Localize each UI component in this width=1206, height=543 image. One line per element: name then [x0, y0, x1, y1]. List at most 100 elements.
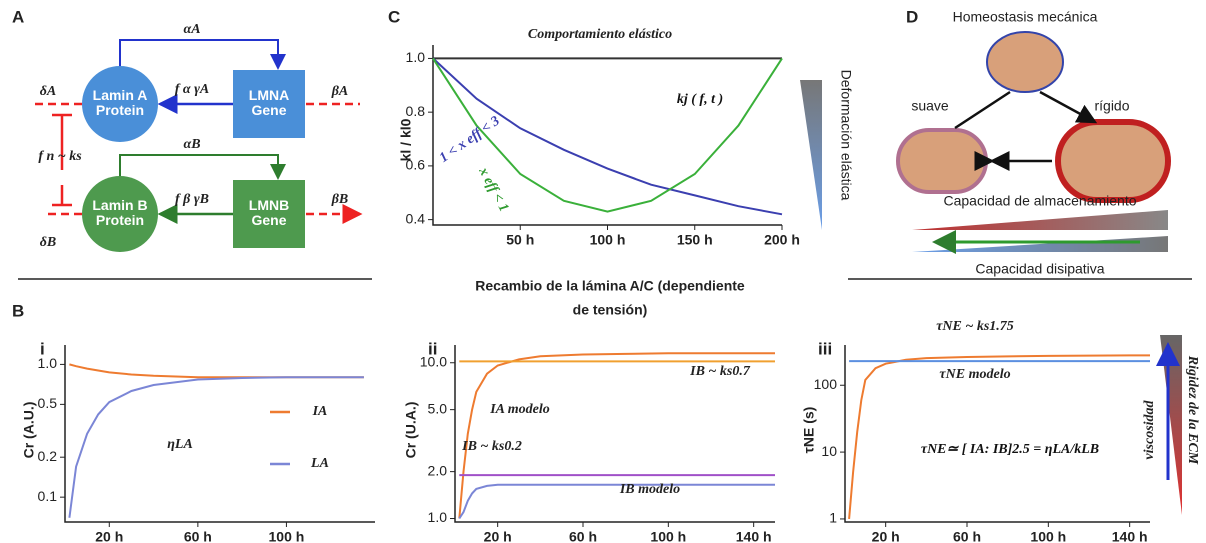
y-tick-label: 100	[814, 376, 838, 392]
axis	[432, 45, 782, 226]
panel-label: ii	[428, 339, 437, 358]
label: f β γB	[175, 192, 209, 207]
x-tick-label: 100 h	[650, 529, 686, 543]
inhibition	[52, 113, 72, 207]
y-tick-label: 5.0	[428, 400, 448, 416]
y-axis-label: Cr (U.A.)	[403, 402, 419, 459]
node	[82, 176, 158, 252]
section-title: de tensión)	[573, 302, 648, 318]
panel-label: i	[40, 339, 45, 358]
gradient	[800, 80, 822, 230]
x-tick-label: 100 h	[1030, 529, 1066, 543]
series-label: τNE modelo	[939, 367, 1010, 382]
node-label: LMNA Gene	[249, 87, 289, 118]
annotation: viscosidad	[1142, 399, 1157, 459]
series-label: IB ~ ks0.2	[461, 439, 522, 454]
arrow	[954, 90, 1095, 128]
y-tick-label: 0.1	[38, 488, 58, 504]
y-tick-label: 1.0	[406, 49, 426, 65]
label: suave	[911, 98, 949, 114]
x-tick-label: 60 h	[953, 529, 981, 543]
node	[233, 180, 305, 248]
node-label: LMNB Gene	[249, 197, 289, 228]
arrow	[32, 102, 360, 214]
gradient	[912, 210, 1168, 230]
x-tick-label: 50 h	[506, 232, 534, 248]
y-tick-label: 10.0	[420, 353, 447, 369]
annotation: τNE≃ [ IA: IB]2.5 = ηLA/kLB	[921, 442, 1099, 457]
annotation: kj ( f, t )	[677, 92, 723, 107]
y-tick-label: 10	[821, 443, 837, 459]
panel-label: B	[12, 301, 24, 320]
line	[432, 57, 783, 213]
annotation: Rigidez de la ECM	[1185, 355, 1200, 465]
series-label: IA modelo	[489, 402, 550, 417]
y-tick-label: 0.5	[38, 395, 58, 411]
label: δA	[40, 84, 57, 99]
x-tick-label: 140 h	[736, 529, 772, 543]
x-tick-label: 20 h	[484, 529, 512, 543]
section-title: Recambio de la lámina A/C (dependiente	[475, 278, 745, 294]
node	[82, 66, 158, 142]
x-tick-label: 60 h	[184, 529, 212, 543]
y-tick-label: 0.8	[406, 103, 426, 119]
x-tick-label: 100 h	[590, 232, 626, 248]
annotation: 1 < x eff < 3	[437, 114, 503, 166]
y-tick-label: 0.2	[38, 448, 58, 464]
label: f n ~ ks	[38, 149, 82, 164]
label: αB	[183, 137, 200, 152]
line	[432, 57, 783, 216]
panel-label: C	[388, 7, 400, 26]
cell	[896, 128, 988, 194]
side-label: Deformación elástica	[838, 70, 854, 201]
panel-label: iii	[818, 339, 832, 358]
y-axis-label: τNE (s)	[801, 407, 817, 454]
y-axis-label: Cr (A.U.)	[21, 402, 37, 459]
line	[69, 363, 364, 379]
gradient	[912, 236, 1168, 252]
x-tick-label: 200 h	[764, 232, 800, 248]
label: βA	[331, 84, 349, 99]
series-label: τNE ~ ks1.75	[936, 319, 1014, 334]
arrow	[119, 39, 286, 70]
x-tick-label: 100 h	[269, 529, 305, 543]
cell	[986, 31, 1064, 93]
series-label: LA	[310, 456, 329, 471]
cell	[1055, 119, 1171, 203]
label: αA	[183, 22, 200, 37]
y-tick-label: 0.4	[406, 210, 426, 226]
axis	[64, 345, 375, 523]
y-tick-label: 1	[829, 510, 837, 526]
arrow	[119, 154, 286, 180]
x-tick-label: 20 h	[95, 529, 123, 543]
panel-label: D	[906, 7, 918, 26]
label: Homeostasis mecánica	[953, 9, 1098, 25]
label: βB	[331, 192, 349, 207]
label: f α γA	[175, 82, 210, 97]
series-label: Comportamiento elástico	[528, 27, 672, 42]
x-tick-label: 60 h	[569, 529, 597, 543]
line	[68, 376, 364, 518]
y-tick-label: 1.0	[38, 355, 58, 371]
node-label: Lamin B Protein	[92, 197, 147, 228]
y-tick-label: 0.6	[406, 157, 426, 173]
label: Capacidad de almacenamiento	[943, 193, 1136, 209]
annotation: ηLA	[167, 437, 193, 452]
line	[458, 352, 775, 519]
x-tick-label: 140 h	[1112, 529, 1148, 543]
y-tick-label: 1.0	[428, 509, 448, 525]
x-tick-label: 20 h	[872, 529, 900, 543]
y-tick-label: 2.0	[428, 462, 448, 478]
series-label: IA	[312, 404, 328, 419]
x-tick-label: 150 h	[677, 232, 713, 248]
label: δB	[40, 235, 57, 250]
annotation: x eff < 1	[475, 164, 511, 214]
label: rígido	[1094, 98, 1129, 114]
label: Capacidad disipativa	[975, 261, 1104, 277]
series-label: IB modelo	[619, 482, 680, 497]
y-axis-label: kl / kl0	[398, 118, 414, 161]
diagram-d: D	[896, 7, 1171, 252]
node	[233, 70, 305, 138]
node-label: Lamin A Protein	[93, 87, 148, 118]
